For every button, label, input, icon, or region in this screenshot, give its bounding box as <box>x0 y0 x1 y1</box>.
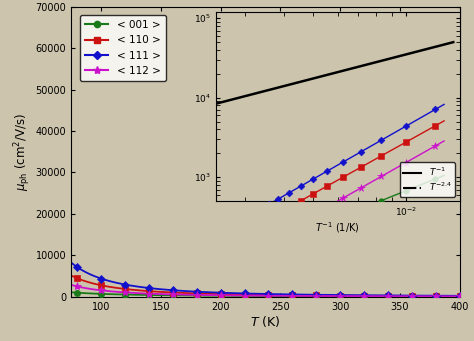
X-axis label: $T^{-1}$ (1/K): $T^{-1}$ (1/K) <box>315 220 360 235</box>
Legend: < 001 >, < 110 >, < 111 >, < 112 >: < 001 >, < 110 >, < 111 >, < 112 > <box>80 15 166 81</box>
X-axis label: $T$ (K): $T$ (K) <box>250 314 281 329</box>
Legend: $T^{-1}$, $T^{-2.4}$: $T^{-1}$, $T^{-2.4}$ <box>400 162 455 197</box>
Y-axis label: $\mu_{\rm ph}$ (cm$^2$/V/s): $\mu_{\rm ph}$ (cm$^2$/V/s) <box>12 113 33 191</box>
